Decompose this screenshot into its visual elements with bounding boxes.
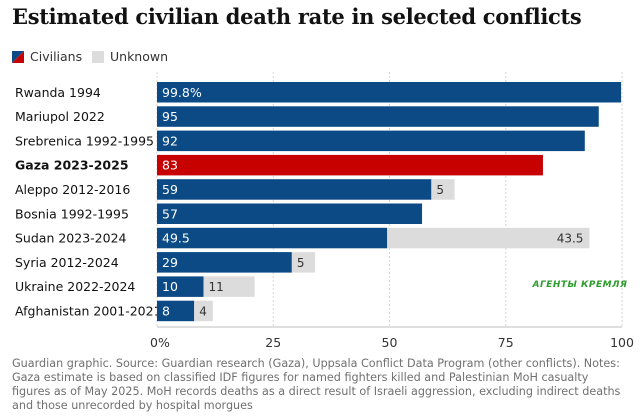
legend-label-civilians: Civilians <box>30 49 83 64</box>
value-label-unknown-ukraine-2022-2024: 11 <box>209 280 224 294</box>
category-label-bosnia-1992-1995: Bosnia 1992-1995 <box>15 206 129 221</box>
x-tick-label-50: 50 <box>382 335 398 350</box>
watermark-text: АГЕНТЫ КРЕМЛЯ <box>532 280 628 290</box>
value-label-unknown-syria-2012-2024: 5 <box>297 256 305 270</box>
bar-unknown-afghanistan-2001-2021 <box>194 300 213 322</box>
value-label-civilians-rwanda-1994: 99.8% <box>162 85 202 100</box>
value-label-unknown-aleppo-2012-2016: 5 <box>436 183 444 197</box>
bar-civilians-bosnia-1992-1995 <box>157 203 423 224</box>
category-label-syria-2012-2024: Syria 2012-2024 <box>15 255 119 270</box>
bar-civilians-srebrenica-1992-1995 <box>157 130 585 152</box>
value-label-unknown-afghanistan-2001-2021: 4 <box>199 304 207 318</box>
category-label-sudan-2023-2024: Sudan 2023-2024 <box>15 231 127 246</box>
value-label-civilians-mariupol-2022: 95 <box>162 109 178 124</box>
bar-civilians-sudan-2023-2024 <box>157 227 388 249</box>
bar-civilians-aleppo-2012-2016 <box>157 179 432 200</box>
chart-title: Estimated civilian death rate in selecte… <box>12 4 582 29</box>
value-label-civilians-afghanistan-2001-2021: 8 <box>162 303 170 318</box>
bar-unknown-ukraine-2022-2024 <box>203 276 255 297</box>
value-label-civilians-ukraine-2022-2024: 10 <box>162 279 178 294</box>
legend-label-unknown: Unknown <box>110 49 169 64</box>
value-label-civilians-srebrenica-1992-1995: 92 <box>162 133 178 148</box>
x-tick-label-25: 25 <box>265 335 281 350</box>
bar-unknown-syria-2012-2024 <box>291 252 316 273</box>
legend-swatch-civilians <box>12 51 24 63</box>
chart-footnote: Guardian graphic. Source: Guardian resea… <box>12 357 621 412</box>
x-tick-label-75: 75 <box>498 335 514 350</box>
value-label-civilians-gaza-2023-2025: 83 <box>162 158 178 173</box>
bar-civilians-gaza-2023-2025 <box>157 154 543 176</box>
bar-civilians-afghanistan-2001-2021 <box>157 300 195 322</box>
category-label-mariupol-2022: Mariupol 2022 <box>15 109 105 124</box>
value-label-civilians-aleppo-2012-2016: 59 <box>162 182 178 197</box>
bar-unknown-aleppo-2012-2016 <box>431 179 455 200</box>
value-label-unknown-sudan-2023-2024: 43.5 <box>557 232 584 246</box>
value-label-civilians-syria-2012-2024: 29 <box>162 255 178 270</box>
category-label-afghanistan-2001-2021: Afghanistan 2001-2021 <box>15 303 162 318</box>
category-label-ukraine-2022-2024: Ukraine 2022-2024 <box>15 279 135 294</box>
x-tick-label-0: 0% <box>150 335 170 350</box>
value-label-civilians-sudan-2023-2024: 49.5 <box>162 231 190 246</box>
x-tick-label-100: 100 <box>610 335 634 350</box>
category-label-gaza-2023-2025: Gaza 2023-2025 <box>15 158 129 173</box>
bar-chart: Rwanda 1994 99.8% Mariupol 2022 95 Srebrenic… <box>15 72 634 350</box>
category-label-aleppo-2012-2016: Aleppo 2012-2016 <box>15 182 130 197</box>
bar-civilians-rwanda-1994 <box>157 82 622 103</box>
value-label-civilians-bosnia-1992-1995: 57 <box>162 206 178 221</box>
bar-civilians-syria-2012-2024 <box>157 252 292 273</box>
bar-unknown-sudan-2023-2024 <box>387 227 590 249</box>
bar-civilians-mariupol-2022 <box>157 106 599 127</box>
bar-civilians-ukraine-2022-2024 <box>157 276 204 297</box>
category-label-rwanda-1994: Rwanda 1994 <box>15 85 101 100</box>
legend-swatch-unknown <box>92 51 104 63</box>
category-label-srebrenica-1992-1995: Srebrenica 1992-1995 <box>15 133 154 148</box>
